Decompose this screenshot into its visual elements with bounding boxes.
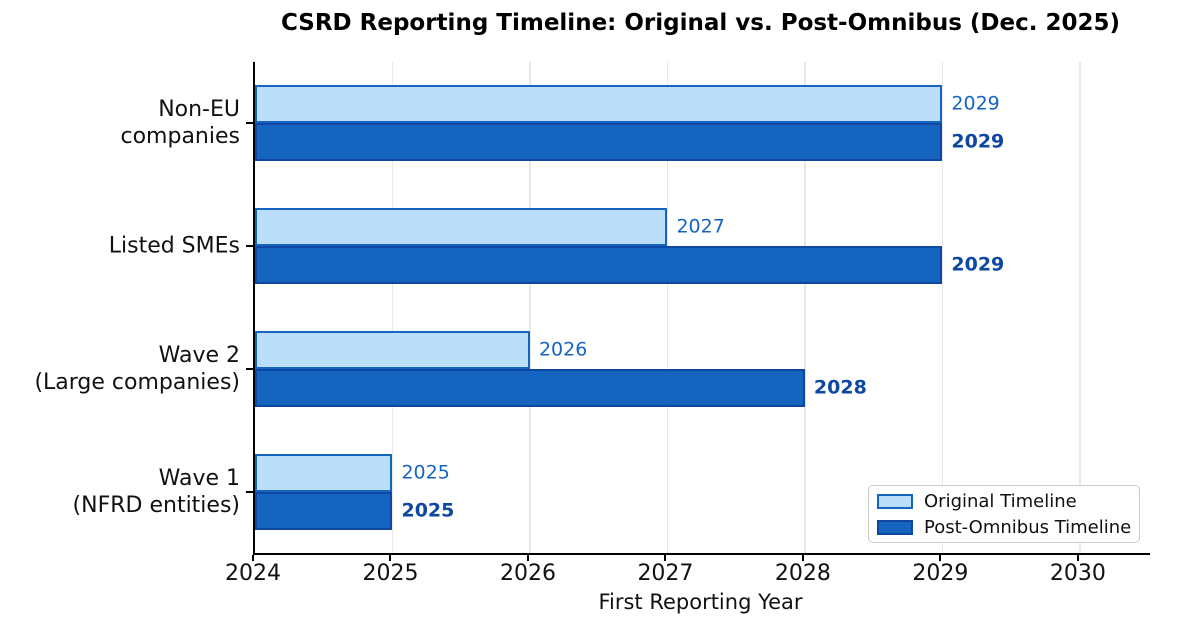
x-tick-label: 2026 <box>499 561 556 586</box>
category-label: Non-EU companies <box>120 97 241 150</box>
legend: Original Timeline Post-Omnibus Timeline <box>868 485 1140 543</box>
x-tick-mark <box>252 555 254 561</box>
x-tick-label: 2025 <box>362 561 419 586</box>
value-label-post-omnibus: 2029 <box>951 253 1005 276</box>
grid-line <box>529 62 531 553</box>
x-tick-mark <box>939 555 942 561</box>
bar-original <box>255 330 530 369</box>
y-tick-mark <box>246 367 253 370</box>
y-tick-mark <box>246 122 253 125</box>
bar-post-omnibus <box>255 368 805 407</box>
x-tick-label: 2028 <box>774 561 831 586</box>
value-label-original: 2027 <box>676 215 725 238</box>
bar-original <box>255 85 943 124</box>
bar-post-omnibus <box>255 246 943 285</box>
post-omnibus-timeline-swatch-icon <box>877 519 913 535</box>
grid-line <box>941 62 944 553</box>
grid-line <box>804 62 806 553</box>
bar-post-omnibus <box>255 491 393 530</box>
bar-post-omnibus <box>255 123 943 162</box>
y-tick-mark <box>246 490 253 493</box>
bar-original <box>255 208 668 247</box>
legend-label-original: Original Timeline <box>924 490 1077 512</box>
chart-title: CSRD Reporting Timeline: Original vs. Po… <box>280 10 1121 36</box>
value-label-original: 2025 <box>401 461 450 484</box>
value-label-original: 2029 <box>951 92 1000 115</box>
grid-line <box>1079 62 1081 553</box>
x-tick-mark <box>1076 555 1079 561</box>
value-label-post-omnibus: 2029 <box>951 130 1005 153</box>
value-label-post-omnibus: 2028 <box>813 376 867 399</box>
x-axis-label: First Reporting Year <box>598 590 803 614</box>
x-tick-label: 2029 <box>912 561 969 586</box>
grid-line <box>666 62 669 553</box>
bar-original <box>255 453 393 492</box>
value-label-original: 2026 <box>538 338 588 361</box>
original-timeline-swatch-icon <box>877 493 913 509</box>
x-tick-mark <box>664 555 667 561</box>
x-tick-mark <box>526 555 529 561</box>
legend-item-original: Original Timeline <box>877 491 1129 512</box>
x-tick-label: 2027 <box>637 561 694 586</box>
x-tick-mark <box>801 555 804 561</box>
legend-item-post-omnibus: Post-Omnibus Timeline <box>877 516 1132 538</box>
plot-area: 2029 2029 2027 2029 2026 2028 2025 2025 <box>253 62 1150 555</box>
category-label: Listed SMEs <box>108 233 240 259</box>
legend-label-post-omnibus: Post-Omnibus Timeline <box>924 516 1132 538</box>
grid-line <box>391 62 394 553</box>
x-tick-label: 2030 <box>1049 561 1106 586</box>
value-label-post-omnibus: 2025 <box>401 499 455 522</box>
y-tick-mark <box>246 245 253 248</box>
x-tick-mark <box>389 555 392 561</box>
category-label: Wave 1 (NFRD entities) <box>72 465 240 518</box>
category-label: Wave 2 (Large companies) <box>34 342 240 395</box>
x-tick-label: 2024 <box>225 561 281 586</box>
